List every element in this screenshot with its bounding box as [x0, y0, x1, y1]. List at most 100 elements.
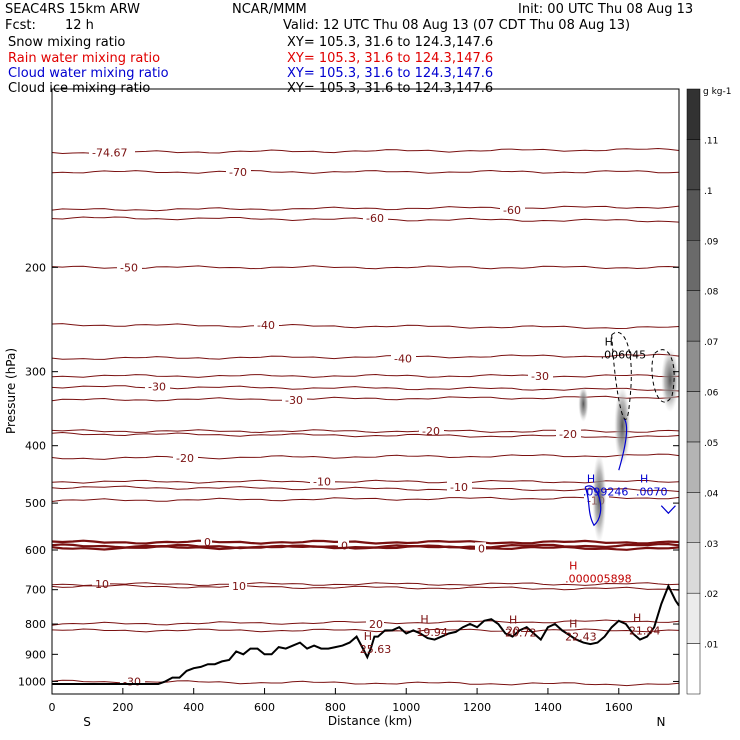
isotherm-label-bg [117, 261, 142, 274]
maximum-marker: H [364, 630, 372, 643]
isotherm-line [51, 265, 680, 270]
isotherm-label: -30 [148, 381, 166, 394]
forecast-value: 12 h [65, 18, 94, 33]
colorbar-segment [686, 391, 701, 443]
isotherm-label: -60 [503, 204, 521, 217]
isotherm-line [51, 582, 680, 587]
cloud-water-contour [660, 505, 676, 515]
colorbar-tick-label: .03 [704, 540, 718, 550]
field-cloudwater-xy: XY= 105.3, 31.6 to 124.3,147.6 [287, 66, 494, 81]
isotherm-line [51, 539, 680, 545]
colorbar-segment [686, 88, 701, 140]
x-end-label-north: N [657, 715, 666, 729]
maximum-value-label: 19.94 [416, 626, 448, 639]
isotherm-label-bg [254, 318, 279, 331]
colorbar-tick-label: .04 [704, 489, 719, 499]
mixing-ratio-shading [614, 385, 631, 466]
plot-frame [51, 88, 680, 695]
maximum-marker: H [640, 473, 648, 486]
maximum-marker: H [587, 473, 595, 486]
isotherm-label: -10 [450, 481, 468, 494]
maximum-value-label: 25.63 [360, 643, 392, 656]
maximum-value-label: .006045 [601, 349, 647, 362]
field-snow-name: Snow mixing ratio [8, 35, 126, 50]
isotherm-label-bg [366, 618, 384, 631]
mixing-ratio-shading [661, 348, 680, 413]
isotherm-label: -30 [285, 394, 303, 407]
maximum-marker: H [569, 560, 577, 573]
colorbar-tick-label: .02 [704, 590, 718, 600]
y-tick-label: 600 [25, 544, 46, 557]
isotherm-label: -74.67 [92, 147, 127, 160]
isotherm-line [51, 429, 680, 434]
isotherm-label-bg [338, 539, 349, 552]
x-tick-label: 800 [325, 701, 346, 714]
isotherm-label: -30 [531, 370, 549, 383]
x-tick-label: 200 [112, 701, 133, 714]
field-cloudwater-name: Cloud water mixing ratio [8, 66, 169, 81]
cloud-water-contour [618, 418, 628, 471]
colorbar-tick-label: .11 [704, 136, 718, 146]
isotherm-line [51, 169, 680, 174]
isotherm-label: -40 [394, 352, 412, 365]
isotherm-line [51, 628, 680, 633]
isotherm-line [51, 431, 680, 439]
isotherm-label-bg [173, 452, 198, 465]
forecast-label: Fcst: [5, 18, 36, 33]
y-tick-label: 900 [25, 648, 46, 661]
maximum-marker: H [605, 336, 613, 349]
isotherm-label: 0 [478, 542, 485, 555]
colorbar-tick-label: .09 [704, 237, 719, 247]
colorbar-segment [686, 492, 701, 544]
colorbar-segment [686, 542, 701, 594]
maximum-value-label: 20.72 [505, 627, 536, 640]
isotherm-line [51, 205, 680, 212]
terrain-line [52, 583, 680, 685]
y-tick-label: 500 [25, 497, 46, 510]
maximum-marker: H [633, 611, 641, 624]
x-axis-title: Distance (km) [328, 714, 412, 728]
isotherm-label: -30 [123, 675, 141, 688]
x-tick-label: 1000 [392, 701, 420, 714]
field-snow-xy: XY= 105.3, 31.6 to 124.3,147.6 [287, 35, 494, 50]
colorbar-unit: g kg-1 [703, 87, 731, 97]
isotherm-label: -70 [229, 166, 247, 179]
y-tick-label: 200 [25, 261, 46, 274]
colorbar-segment [686, 592, 701, 644]
isotherm-label: 0 [341, 540, 348, 553]
isotherm-line [51, 496, 680, 502]
maximum-value-label: .000005898 [565, 573, 631, 586]
model-title: SEAC4RS 15km ARW [5, 2, 141, 17]
isotherm-label: -60 [366, 212, 384, 225]
x-tick-label: 1600 [605, 701, 633, 714]
isotherm-label: 10 [95, 578, 109, 591]
y-tick-label: 800 [25, 618, 46, 631]
x-tick-label: 0 [49, 701, 56, 714]
isotherm-label-bg [447, 481, 472, 494]
colorbar-tick-label: .1 [704, 187, 713, 197]
y-tick-label: 1000 [18, 675, 46, 688]
x-tick-label: 1400 [534, 701, 562, 714]
isotherm-label-bg [229, 579, 247, 592]
isotherm-line [51, 323, 680, 330]
x-tick-label: 400 [183, 701, 204, 714]
isotherm-label: 10 [232, 580, 246, 593]
isotherm-label: -50 [120, 261, 138, 274]
isotherm-label-bg [363, 211, 388, 224]
colorbar-segment [686, 189, 701, 241]
x-tick-label: 1200 [463, 701, 491, 714]
isotherm-label: -20 [559, 428, 577, 441]
maximum-value-label: 21.94 [629, 624, 661, 637]
colorbar-tick-label: .01 [704, 641, 718, 651]
maximum-marker: H [569, 618, 577, 631]
isotherm-label: 20 [369, 618, 383, 631]
isotherm-line [51, 147, 680, 155]
field-rain-xy: XY= 105.3, 31.6 to 124.3,147.6 [287, 51, 494, 66]
maximum-value-label: .099246 [583, 486, 629, 499]
isotherm-label: -20 [422, 425, 440, 438]
isotherm-line [51, 479, 680, 484]
isotherm-label-bg [475, 542, 486, 555]
y-tick-label: 300 [25, 366, 46, 379]
isotherm-label-bg [310, 475, 335, 488]
isotherm-line [51, 453, 680, 460]
